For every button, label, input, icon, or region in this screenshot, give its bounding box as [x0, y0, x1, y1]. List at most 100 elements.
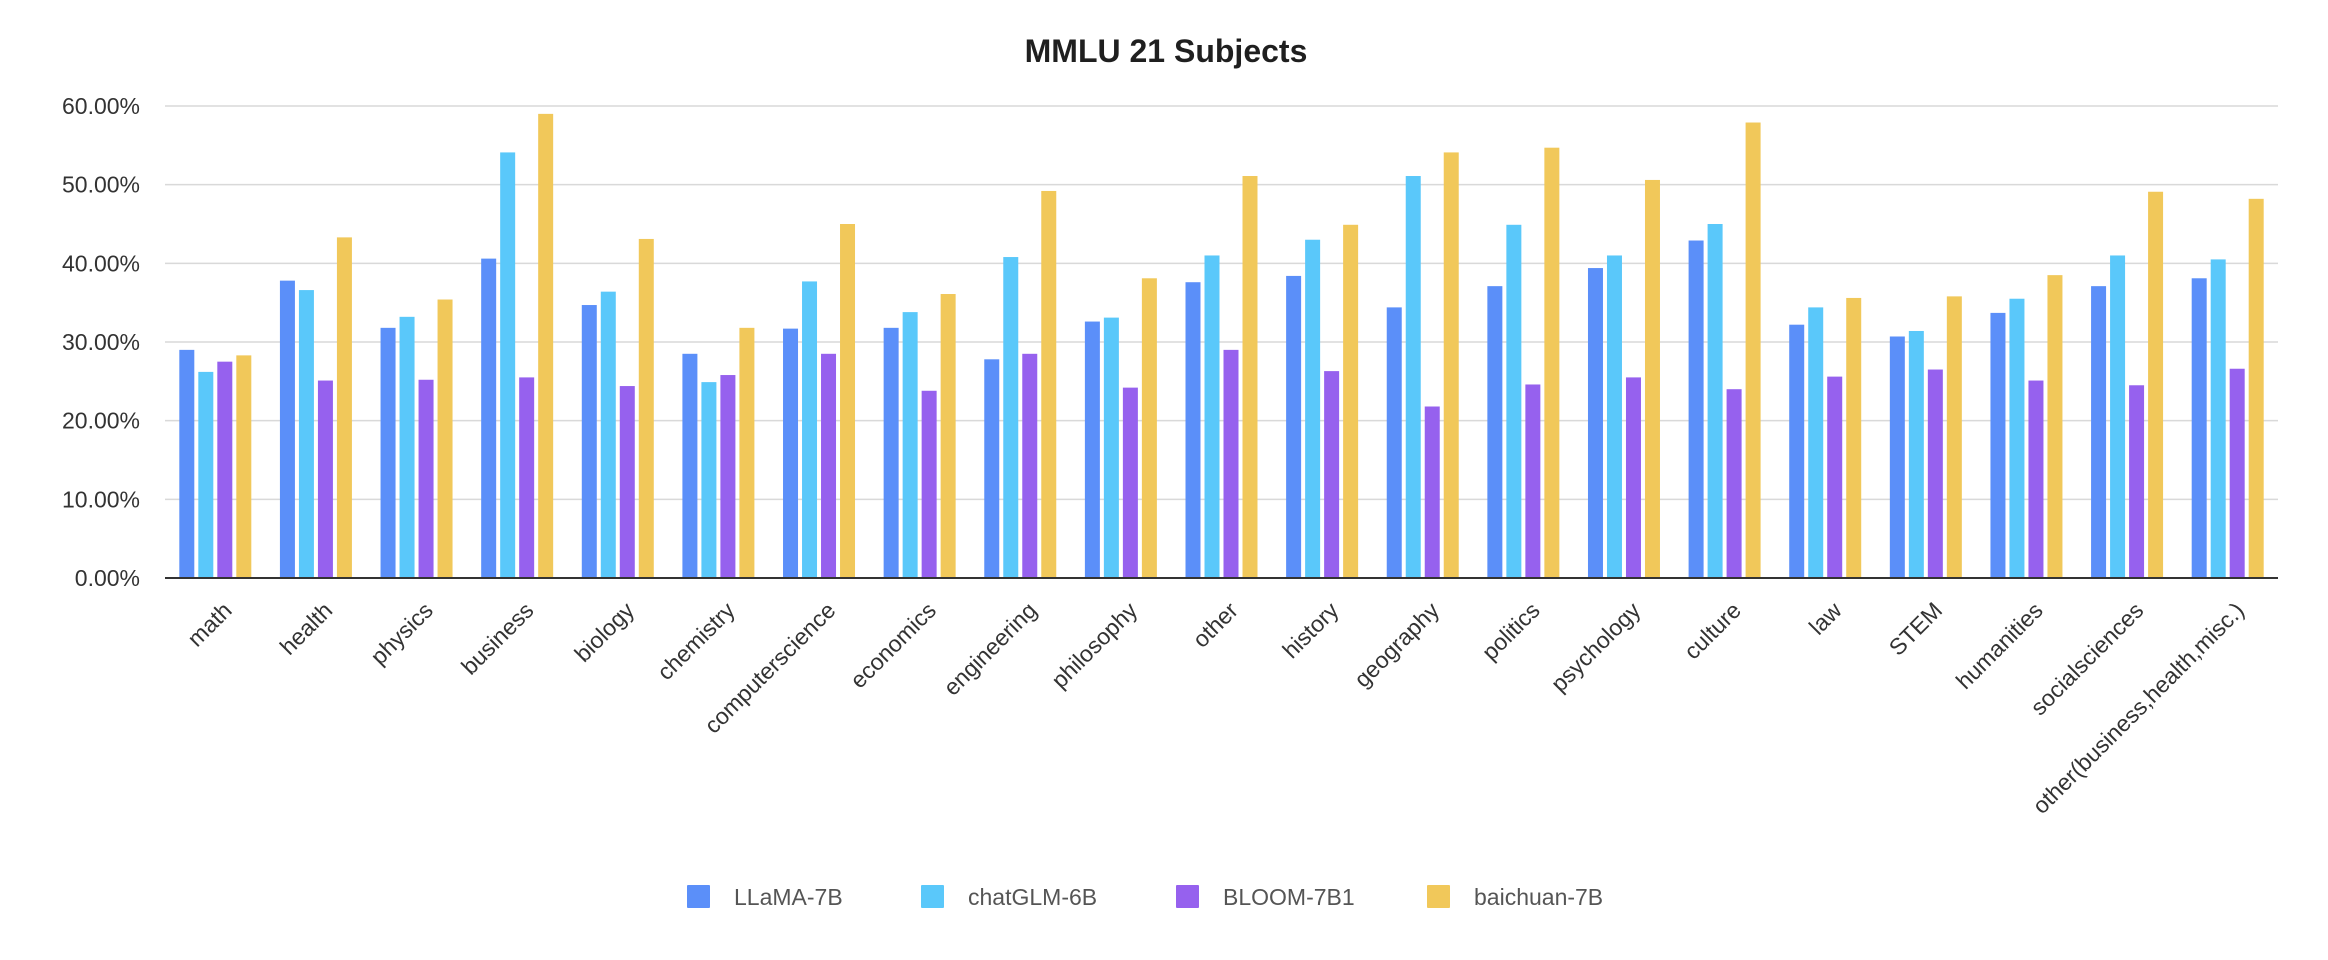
- bar-chatGLM-6B-culture: [1707, 224, 1723, 578]
- bar-BLOOM-7B1-business: [519, 377, 535, 578]
- legend-label: chatGLM-6B: [968, 884, 1097, 910]
- bar-baichuan-7B-computerscience: [840, 224, 856, 578]
- bar-chatGLM-6B-other: [1204, 255, 1220, 578]
- bar-BLOOM-7B1-health: [317, 380, 333, 578]
- y-axis-ticks: 0.00% 10.00% 20.00% 30.00% 40.00% 50.00% 60.00…: [62, 93, 140, 591]
- x-tick-label: health: [275, 597, 338, 660]
- x-tick-label: culture: [1679, 597, 1746, 664]
- x-tick-label: STEM: [1884, 597, 1948, 661]
- bar-LLaMA-7B-culture: [1688, 240, 1704, 578]
- bar-BLOOM-7B1-chemistry: [720, 375, 736, 578]
- bar-LLaMA-7B-geography: [1386, 307, 1402, 578]
- bar-LLaMA-7B-psychology: [1587, 268, 1603, 578]
- x-tick-label: history: [1277, 597, 1344, 664]
- bar-BLOOM-7B1-humanities: [2028, 380, 2044, 578]
- bar-LLaMA-7B-business: [481, 258, 497, 578]
- bar-LLaMA-7B-socialsciences: [2091, 286, 2107, 578]
- bar-baichuan-7B-philosophy: [1141, 278, 1157, 578]
- x-tick-label: psychology: [1546, 597, 1646, 697]
- bar-baichuan-7B-socialsciences: [2148, 191, 2164, 578]
- x-tick-label: humanities: [1951, 597, 2048, 694]
- legend-swatch-baichuan-7B: [1425, 883, 1452, 910]
- bar-LLaMA-7B-physics: [380, 327, 396, 578]
- bar-BLOOM-7B1-economics: [921, 390, 937, 578]
- bar-BLOOM-7B1-philosophy: [1122, 387, 1138, 578]
- bar-chatGLM-6B-psychology: [1606, 255, 1622, 578]
- legend: LLaMA-7B chatGLM-6B BLOOM-7B1 baichuan-7B: [685, 883, 1603, 910]
- bar-baichuan-7B-other(business,health,misc.): [2248, 198, 2264, 578]
- gridlines: [165, 105, 2278, 501]
- bar-LLaMA-7B-politics: [1487, 286, 1503, 578]
- legend-swatch-BLOOM-7B1: [1174, 883, 1201, 910]
- bar-baichuan-7B-economics: [940, 294, 956, 578]
- bar-BLOOM-7B1-politics: [1525, 384, 1541, 578]
- bar-chatGLM-6B-other(business,health,misc.): [2210, 259, 2226, 578]
- x-tick-label: other: [1187, 597, 1243, 653]
- bar-LLaMA-7B-humanities: [1990, 312, 2006, 578]
- x-tick-label: geography: [1349, 597, 1445, 693]
- bar-chatGLM-6B-engineering: [1003, 257, 1019, 578]
- bar-LLaMA-7B-math: [179, 349, 195, 578]
- y-tick-label: 0.00%: [75, 565, 140, 591]
- y-tick-label: 10.00%: [62, 486, 140, 512]
- bar-chatGLM-6B-humanities: [2009, 298, 2025, 578]
- bar-BLOOM-7B1-biology: [619, 386, 635, 578]
- bar-baichuan-7B-other: [1242, 176, 1258, 578]
- legend-label: baichuan-7B: [1474, 884, 1603, 910]
- bar-LLaMA-7B-philosophy: [1084, 321, 1100, 578]
- bar-BLOOM-7B1-math: [217, 361, 233, 578]
- y-tick-label: 30.00%: [62, 329, 140, 355]
- bar-chatGLM-6B-computerscience: [802, 281, 818, 578]
- bar-LLaMA-7B-economics: [883, 327, 899, 578]
- bar-baichuan-7B-culture: [1745, 122, 1761, 579]
- bar-chatGLM-6B-economics: [902, 312, 918, 578]
- bars: [179, 113, 2264, 579]
- bar-baichuan-7B-health: [336, 237, 352, 578]
- x-tick-label: physics: [365, 597, 438, 670]
- bar-BLOOM-7B1-engineering: [1022, 353, 1038, 578]
- bar-chatGLM-6B-business: [500, 152, 516, 578]
- x-tick-label: law: [1804, 597, 1847, 640]
- bar-chatGLM-6B-math: [198, 371, 214, 578]
- y-tick-label: 40.00%: [62, 250, 140, 276]
- y-tick-label: 60.00%: [62, 93, 140, 119]
- bar-LLaMA-7B-other: [1185, 282, 1201, 578]
- bar-LLaMA-7B-law: [1789, 324, 1805, 578]
- x-tick-label: biology: [569, 597, 639, 667]
- bar-LLaMA-7B-health: [279, 280, 295, 578]
- x-tick-label: chemistry: [652, 597, 740, 685]
- legend-label: BLOOM-7B1: [1223, 884, 1355, 910]
- bar-LLaMA-7B-history: [1286, 275, 1302, 578]
- bar-baichuan-7B-law: [1846, 297, 1862, 578]
- bar-BLOOM-7B1-history: [1324, 371, 1340, 578]
- bar-LLaMA-7B-computerscience: [783, 328, 799, 578]
- bar-chatGLM-6B-history: [1305, 239, 1321, 578]
- bar-chatGLM-6B-socialsciences: [2110, 255, 2126, 578]
- bar-baichuan-7B-psychology: [1644, 179, 1660, 579]
- legend-swatch-chatGLM-6B: [919, 883, 946, 910]
- bar-BLOOM-7B1-other: [1223, 349, 1239, 578]
- y-tick-label: 20.00%: [62, 408, 140, 434]
- x-tick-label: other(business,health,misc.): [2027, 597, 2249, 819]
- bar-chatGLM-6B-philosophy: [1103, 317, 1119, 578]
- bar-BLOOM-7B1-culture: [1726, 389, 1742, 578]
- bar-baichuan-7B-humanities: [2047, 275, 2063, 578]
- bar-chatGLM-6B-biology: [600, 291, 616, 578]
- bar-chatGLM-6B-physics: [399, 316, 415, 578]
- bar-LLaMA-7B-biology: [581, 305, 597, 578]
- x-tick-label: economics: [845, 597, 941, 693]
- bar-baichuan-7B-biology: [638, 238, 654, 579]
- bar-baichuan-7B-math: [236, 355, 252, 578]
- x-tick-label: business: [456, 597, 539, 680]
- bar-BLOOM-7B1-computerscience: [821, 353, 837, 578]
- bar-baichuan-7B-politics: [1544, 147, 1560, 578]
- bar-chatGLM-6B-health: [298, 290, 314, 578]
- bar-baichuan-7B-STEM: [1946, 296, 1962, 578]
- bar-baichuan-7B-physics: [437, 299, 453, 578]
- bar-chatGLM-6B-politics: [1506, 224, 1522, 578]
- x-axis-labels: math health physics business biology chemistr…: [182, 597, 2249, 819]
- bar-baichuan-7B-history: [1343, 224, 1359, 578]
- bar-BLOOM-7B1-law: [1827, 376, 1843, 578]
- bar-chatGLM-6B-chemistry: [701, 382, 717, 578]
- bar-baichuan-7B-chemistry: [739, 327, 755, 578]
